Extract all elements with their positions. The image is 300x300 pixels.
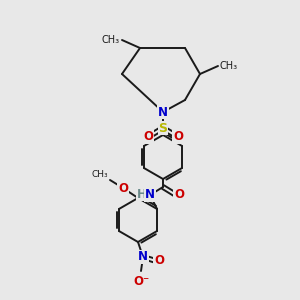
Text: CH₃: CH₃: [92, 170, 108, 179]
Text: O: O: [118, 182, 128, 194]
Text: S: S: [158, 122, 167, 134]
Text: N: N: [158, 106, 168, 118]
Text: N: N: [138, 250, 148, 263]
Text: N: N: [145, 188, 155, 202]
Text: CH₃: CH₃: [102, 35, 120, 45]
Text: O: O: [154, 254, 164, 268]
Text: CH₃: CH₃: [220, 61, 238, 71]
Text: O: O: [143, 130, 153, 143]
Text: O⁻: O⁻: [133, 275, 149, 288]
Text: O: O: [173, 130, 183, 143]
Text: H: H: [137, 188, 147, 200]
Text: O: O: [174, 188, 184, 202]
